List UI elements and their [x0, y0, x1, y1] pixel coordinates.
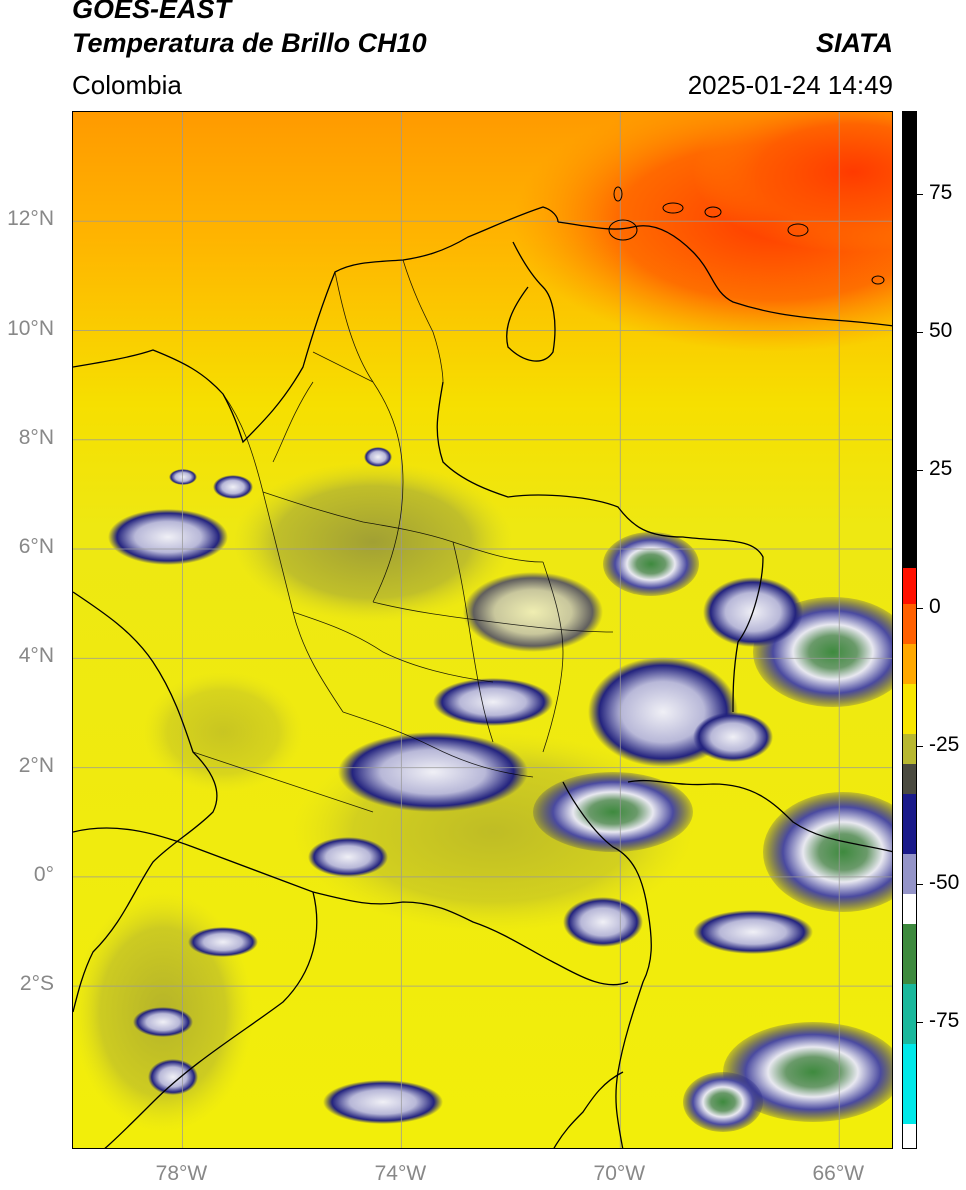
colorbar-tick-mark	[917, 469, 923, 471]
colorbar-tick-label: -25	[929, 732, 960, 756]
colorbar-tick-label: 75	[929, 180, 953, 204]
colorbar-tick-mark	[917, 883, 923, 885]
map-canvas	[73, 112, 892, 1148]
colorbar-tick-mark	[917, 745, 923, 747]
lat-tick-label: 12°N	[7, 207, 54, 231]
colorbar-tick-label: -50	[929, 870, 960, 894]
satellite-map[interactable]	[72, 111, 893, 1149]
colorbar-tick-label: 0	[929, 594, 941, 618]
lon-tick-label: 70°W	[593, 1162, 646, 1185]
lat-tick-label: 4°N	[18, 644, 54, 668]
lat-tick-label: 2°S	[19, 972, 54, 996]
colorbar-tick-label: -75	[929, 1009, 960, 1032]
colorbar-gradient	[903, 112, 916, 1148]
agency-label: SIATA	[816, 28, 893, 58]
lat-tick-label: 0°	[33, 862, 54, 886]
lon-tick-label: 78°W	[155, 1162, 208, 1185]
region-label: Colombia	[72, 70, 182, 100]
colorbar	[902, 111, 917, 1149]
lon-tick-label: 74°W	[374, 1162, 427, 1185]
lat-tick-label: 2°N	[18, 753, 54, 777]
colorbar-tick-mark	[917, 193, 923, 195]
colorbar-tick-mark	[917, 607, 923, 609]
product-title: Temperatura de Brillo CH10	[72, 28, 427, 58]
colorbar-tick-mark	[917, 1022, 923, 1023]
lat-tick-label: 6°N	[18, 535, 54, 559]
satellite-title: GOES-EAST	[72, 0, 232, 24]
datetime-label: 2025-01-24 14:49	[687, 70, 893, 100]
lat-tick-label: 8°N	[18, 425, 54, 449]
colorbar-tick-mark	[917, 331, 923, 333]
lat-tick-label: 10°N	[7, 316, 54, 340]
lon-tick-label: 66°W	[812, 1162, 865, 1185]
colorbar-tick-label: 50	[929, 318, 953, 342]
colorbar-tick-label: 25	[929, 456, 953, 480]
